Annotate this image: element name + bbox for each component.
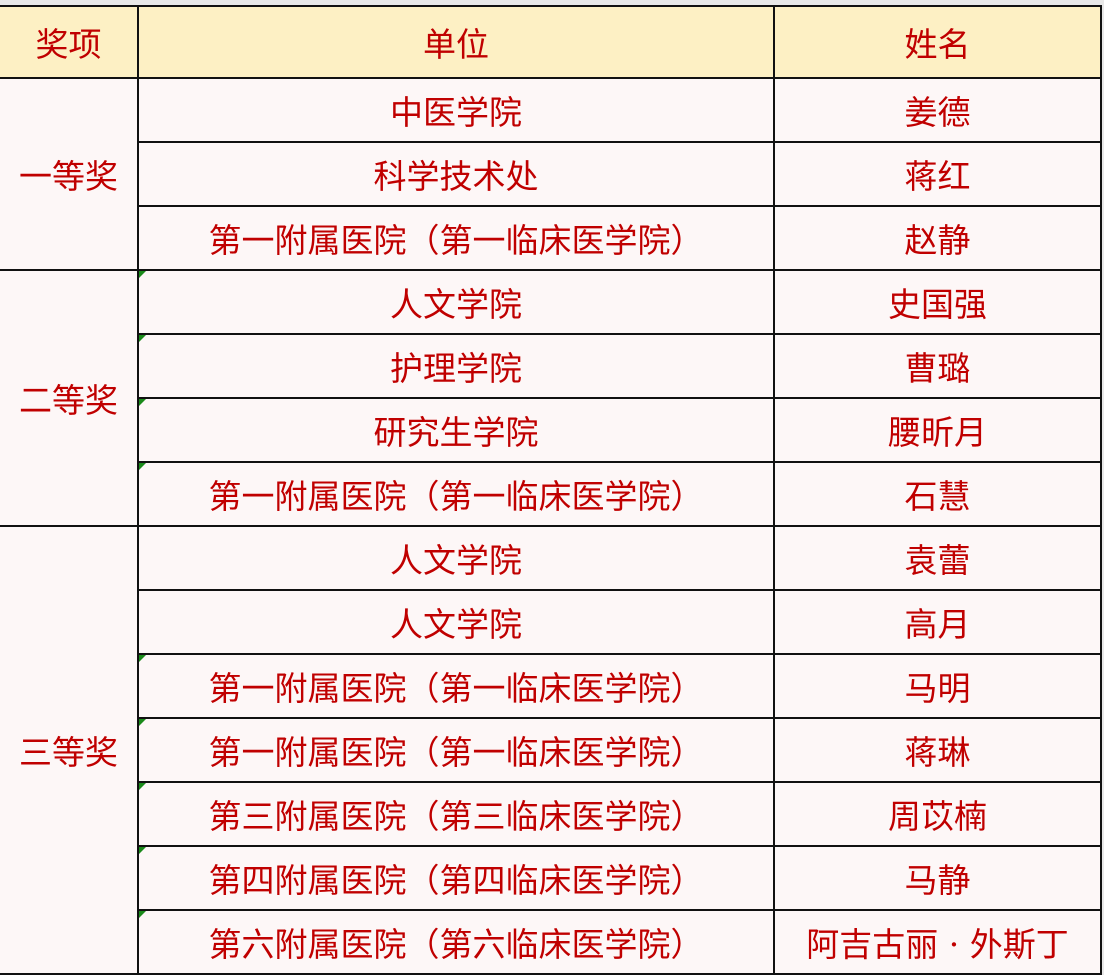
header-name: 姓名 xyxy=(773,5,1102,79)
table-row: 第六附属医院（第六临床医学院） 阿吉古丽 · 外斯丁 xyxy=(0,909,1102,975)
unit-cell: 第四附属医院（第四临床医学院） xyxy=(137,845,775,911)
award-cell: 一等奖 xyxy=(0,77,139,271)
unit-cell: 第一附属医院（第一临床医学院） xyxy=(137,461,775,527)
name-cell: 赵静 xyxy=(773,205,1102,271)
name-cell: 腰昕月 xyxy=(773,397,1102,463)
table-row: 第一附属医院（第一临床医学院） 石慧 xyxy=(0,461,1102,527)
unit-cell: 人文学院 xyxy=(137,525,775,591)
name-cell: 史国强 xyxy=(773,269,1102,335)
unit-cell: 第一附属医院（第一临床医学院） xyxy=(137,205,775,271)
unit-cell: 中医学院 xyxy=(137,77,775,143)
name-cell: 石慧 xyxy=(773,461,1102,527)
table-row: 第一附属医院（第一临床医学院） 赵静 xyxy=(0,205,1102,271)
unit-cell: 护理学院 xyxy=(137,333,775,399)
name-cell: 周苡楠 xyxy=(773,781,1102,847)
table-row: 人文学院 高月 xyxy=(0,589,1102,655)
name-cell: 高月 xyxy=(773,589,1102,655)
name-cell: 马明 xyxy=(773,653,1102,719)
name-cell: 蒋红 xyxy=(773,141,1102,207)
table-row: 第一附属医院（第一临床医学院） 马明 xyxy=(0,653,1102,719)
header-row: 奖项 单位 姓名 xyxy=(0,5,1102,79)
unit-cell: 第三附属医院（第三临床医学院） xyxy=(137,781,775,847)
table-row: 三等奖 人文学院 袁蕾 xyxy=(0,525,1102,975)
table-row: 护理学院 曹璐 xyxy=(0,333,1102,399)
name-cell: 马静 xyxy=(773,845,1102,911)
header-award: 奖项 xyxy=(0,5,139,79)
name-cell: 袁蕾 xyxy=(773,525,1102,591)
table-row: 第三附属医院（第三临床医学院） 周苡楠 xyxy=(0,781,1102,847)
table-row: 第一附属医院（第一临床医学院） 蒋琳 xyxy=(0,717,1102,783)
table-row: 一等奖 中医学院 姜德 xyxy=(0,77,1102,271)
unit-cell: 第一附属医院（第一临床医学院） xyxy=(137,653,775,719)
table-row: 二等奖 人文学院 史国强 xyxy=(0,269,1102,527)
name-cell: 姜德 xyxy=(773,77,1102,143)
name-cell: 曹璐 xyxy=(773,333,1102,399)
unit-cell: 第六附属医院（第六临床医学院） xyxy=(137,909,775,975)
award-cell: 二等奖 xyxy=(0,269,139,527)
unit-cell: 科学技术处 xyxy=(137,141,775,207)
table-row: 第四附属医院（第四临床医学院） 马静 xyxy=(0,845,1102,911)
name-cell: 阿吉古丽 · 外斯丁 xyxy=(773,909,1102,975)
table-row: 研究生学院 腰昕月 xyxy=(0,397,1102,463)
unit-cell: 人文学院 xyxy=(137,589,775,655)
unit-cell: 研究生学院 xyxy=(137,397,775,463)
award-cell: 三等奖 xyxy=(0,525,139,975)
name-cell: 蒋琳 xyxy=(773,717,1102,783)
unit-cell: 第一附属医院（第一临床医学院） xyxy=(137,717,775,783)
award-table: 奖项 单位 姓名 一等奖 中医学院 姜德 科学技术处 蒋红 第一附属医院（第一临床医学院）… xyxy=(0,5,1102,975)
unit-cell: 人文学院 xyxy=(137,269,775,335)
table-row: 科学技术处 蒋红 xyxy=(0,141,1102,207)
header-unit: 单位 xyxy=(137,5,775,79)
